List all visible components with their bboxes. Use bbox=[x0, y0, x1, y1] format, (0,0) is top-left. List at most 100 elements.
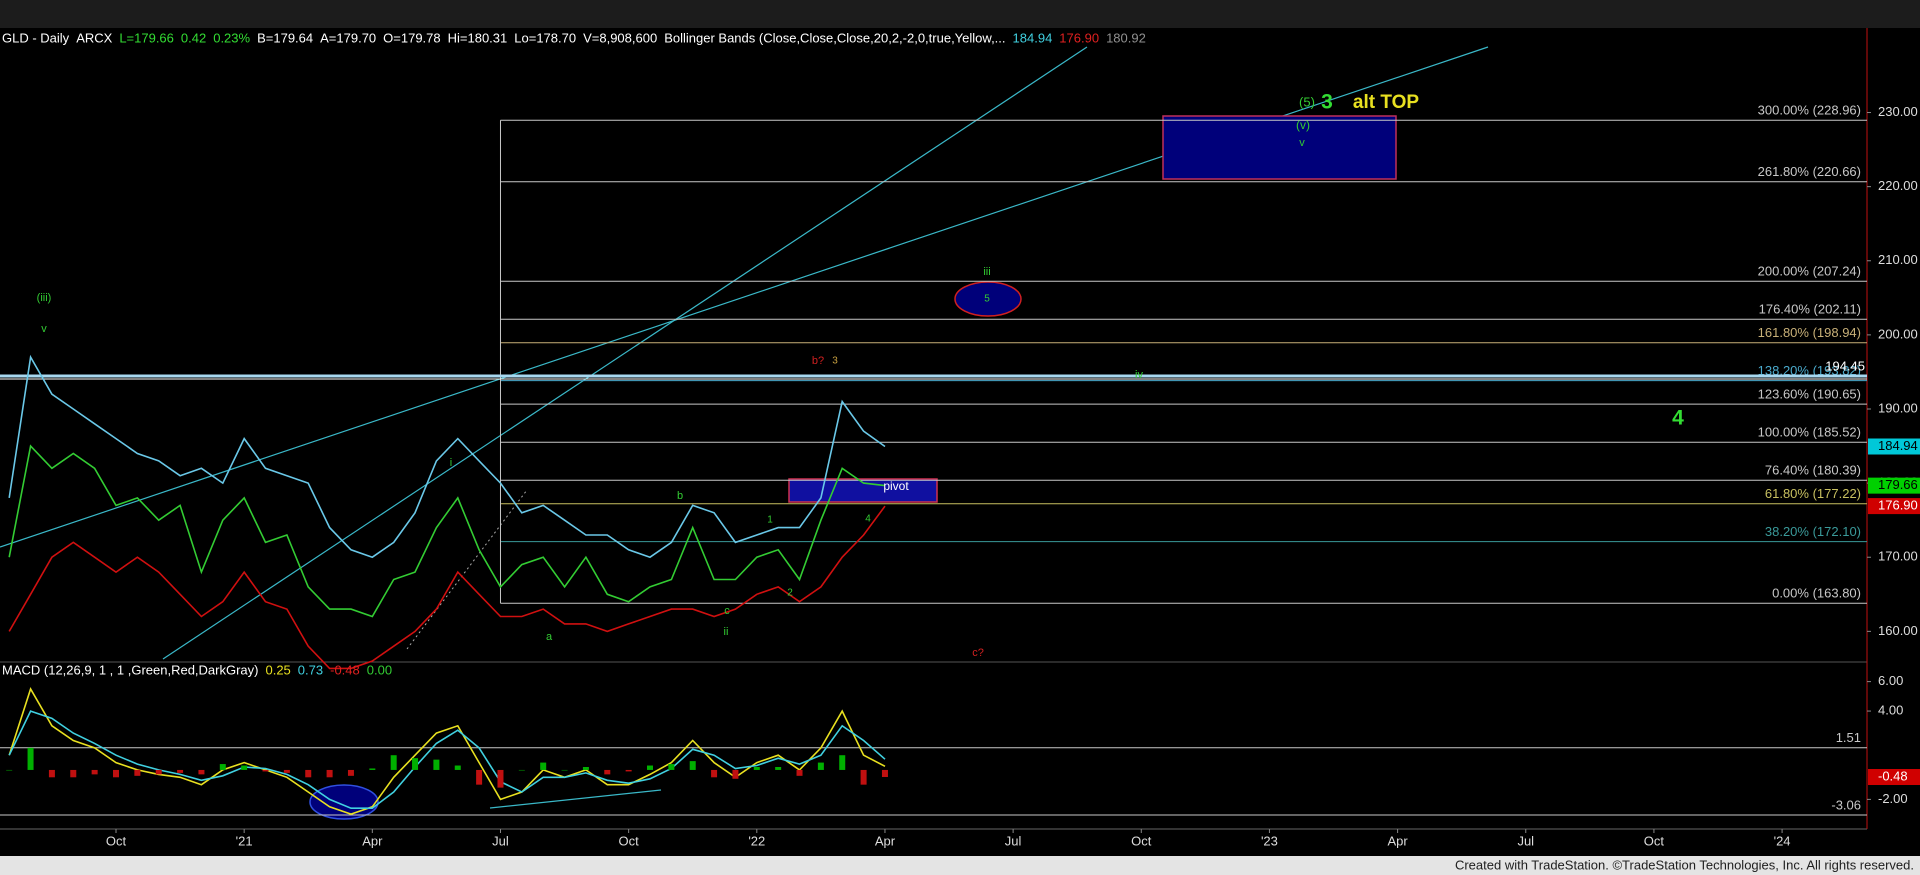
level-label: 61.80% (177.22) bbox=[1765, 486, 1861, 501]
target-box bbox=[1162, 115, 1397, 180]
annotation: ii bbox=[724, 626, 729, 638]
histogram-bar bbox=[817, 762, 824, 770]
header-item: 0.73 bbox=[298, 662, 323, 677]
y-tick-label: 220.00 bbox=[1878, 178, 1918, 193]
x-tick-label: Oct bbox=[106, 833, 127, 848]
level-label: 123.60% (190.65) bbox=[1758, 387, 1861, 402]
y-tick-label: 6.00 bbox=[1878, 673, 1903, 688]
annotation: 4 bbox=[865, 514, 871, 525]
x-tick-label: '22 bbox=[748, 833, 765, 848]
annotation: 3 bbox=[1321, 91, 1333, 114]
histogram-bar bbox=[476, 769, 483, 785]
level-label: 176.40% (202.11) bbox=[1759, 302, 1861, 317]
histogram-bar bbox=[604, 769, 611, 775]
header-item: GLD - Daily bbox=[2, 30, 70, 45]
header-item: Hi=180.31 bbox=[448, 30, 508, 45]
histogram-bar bbox=[241, 765, 248, 770]
histogram-bar bbox=[412, 758, 419, 770]
header-item: 180.92 bbox=[1106, 30, 1146, 45]
level-label: 161.80% (198.94) bbox=[1758, 325, 1861, 340]
header-item: 0.42 bbox=[181, 30, 206, 45]
level-label: 38.20% (172.10) bbox=[1765, 524, 1861, 539]
histogram-bar bbox=[262, 769, 269, 772]
x-tick-label: Apr bbox=[875, 833, 896, 848]
x-tick-label: Jul bbox=[1005, 833, 1022, 848]
annotation: a bbox=[546, 631, 553, 643]
histogram-bar bbox=[326, 769, 333, 778]
footer-bar bbox=[0, 856, 1920, 875]
histogram-bar bbox=[283, 769, 290, 773]
level-label: 1.51 bbox=[1836, 730, 1861, 745]
histogram-bar bbox=[347, 769, 354, 776]
histogram-bar bbox=[711, 769, 718, 778]
annotation: b bbox=[677, 490, 683, 502]
x-tick-label: '23 bbox=[1261, 833, 1278, 848]
trend-line bbox=[162, 46, 1088, 660]
x-tick-label: Apr bbox=[362, 833, 383, 848]
histogram-bar bbox=[497, 769, 504, 788]
histogram-bar bbox=[647, 765, 653, 770]
annotation: (iii) bbox=[37, 292, 52, 304]
annotation: 4 bbox=[1672, 407, 1684, 430]
price-tag-label: -0.48 bbox=[1878, 768, 1908, 783]
header-item: A=179.70 bbox=[320, 30, 376, 45]
histogram-bar bbox=[732, 769, 739, 779]
annotation: pivot bbox=[883, 479, 909, 493]
x-tick-label: Jul bbox=[492, 833, 509, 848]
level-label: 138.20% (193.82) bbox=[1758, 363, 1861, 378]
annotation: (5) bbox=[1299, 94, 1315, 109]
price-tag-label: 184.94 bbox=[1878, 438, 1918, 453]
histogram-bar bbox=[134, 769, 141, 776]
header-item: B=179.64 bbox=[257, 30, 313, 45]
macd-trend-line bbox=[489, 789, 662, 809]
series-line bbox=[8, 710, 886, 809]
histogram-bar bbox=[433, 759, 440, 770]
level-label: 100.00% (185.52) bbox=[1758, 425, 1861, 440]
level-label: 300.00% (228.96) bbox=[1758, 103, 1861, 118]
annotation: iii bbox=[983, 266, 990, 278]
price-tag-box bbox=[1868, 438, 1920, 455]
header-item: O=179.78 bbox=[383, 30, 440, 45]
annotation: c? bbox=[972, 647, 984, 659]
histogram-bar bbox=[155, 769, 162, 775]
header-item: -0.48 bbox=[330, 662, 360, 677]
x-tick-label: Oct bbox=[619, 833, 640, 848]
header-item: Bollinger Bands (Close,Close,Close,20,2,… bbox=[664, 30, 1005, 45]
x-tick-label: Jul bbox=[1517, 833, 1534, 848]
histogram-bar bbox=[625, 769, 632, 772]
x-tick-label: '24 bbox=[1774, 833, 1791, 848]
price-tag-label: 179.66 bbox=[1878, 477, 1918, 492]
macd-ellipse bbox=[309, 784, 379, 820]
annotation: (v) bbox=[1296, 118, 1310, 132]
histogram-bar bbox=[753, 767, 760, 770]
top-bar bbox=[0, 0, 1920, 28]
level-label: 0.00% (163.80) bbox=[1772, 586, 1861, 601]
histogram-bar bbox=[305, 769, 312, 778]
histogram-bar bbox=[561, 769, 568, 771]
histogram-bar bbox=[70, 769, 77, 778]
histogram-bar bbox=[881, 769, 888, 778]
header-item: 184.94 bbox=[1013, 30, 1053, 45]
header-item: 0.00 bbox=[367, 662, 392, 677]
annotation: v bbox=[41, 323, 47, 335]
header-item: 0.23% bbox=[213, 30, 250, 45]
histogram-bar bbox=[390, 755, 397, 770]
histogram-bar bbox=[518, 769, 525, 771]
annotation: 3 bbox=[832, 356, 838, 367]
y-tick-label: 4.00 bbox=[1878, 702, 1903, 717]
histogram-bar bbox=[454, 765, 461, 770]
annotation: 1 bbox=[767, 515, 773, 526]
price-tag-box bbox=[1868, 477, 1920, 494]
histogram-bar bbox=[48, 769, 55, 778]
histogram-bar bbox=[540, 762, 547, 770]
y-tick-label: -2.00 bbox=[1878, 791, 1908, 806]
annotation: c bbox=[724, 605, 730, 617]
x-tick-label: '21 bbox=[236, 833, 253, 848]
level-label: -3.06 bbox=[1831, 797, 1861, 812]
histogram-bar bbox=[689, 761, 696, 770]
histogram-bar bbox=[860, 769, 867, 785]
series-line bbox=[8, 505, 886, 670]
header-item: ARCX bbox=[76, 30, 112, 45]
histogram-bar bbox=[369, 768, 376, 770]
